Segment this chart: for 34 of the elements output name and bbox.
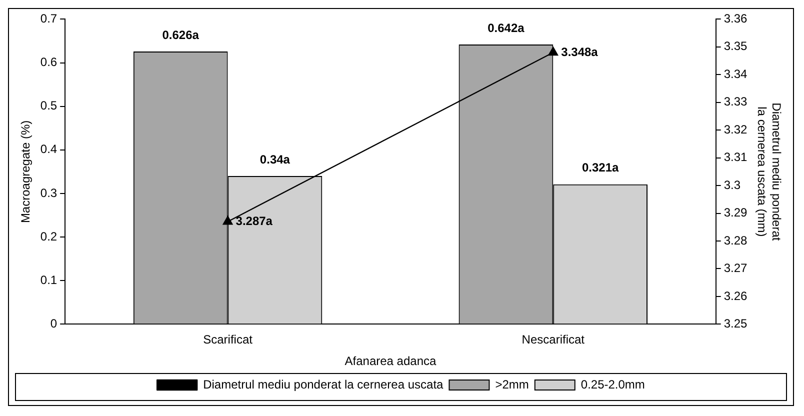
legend-label: >2mm <box>495 377 529 392</box>
y2-axis-title: Diametrul mediu ponderat la cernerea uscata (mm) <box>755 102 784 242</box>
y-tick-label: 0.3 <box>40 186 58 200</box>
y-axis-title: Macroagregate (%) <box>18 120 33 224</box>
y-tick-label: 0.7 <box>40 12 58 26</box>
y2-tick-label: 3.36 <box>724 12 748 26</box>
data-label: 0.321a <box>582 160 620 175</box>
y-tick-label: 0.1 <box>40 272 58 287</box>
x-tick-label: Scarificat <box>203 332 254 347</box>
y2-tick-label: 3.26 <box>724 288 748 303</box>
x-tick-label: Nescarificat <box>522 332 586 347</box>
data-label: 0.642a <box>488 20 525 35</box>
y-tick-label: 0.4 <box>40 142 58 156</box>
y-tick-label: 0.5 <box>40 98 58 113</box>
y2-tick-label: 3.27 <box>724 261 748 276</box>
y2-tick-label: 3.3 <box>724 178 741 192</box>
y2-tick-label: 3.25 <box>724 316 748 331</box>
y2-tick-label: 3.32 <box>724 122 748 136</box>
y2-tick-label: 3.31 <box>724 150 748 164</box>
y2-tick-label: 3.28 <box>724 233 748 248</box>
y2-tick-label: 3.33 <box>724 94 748 109</box>
y2-tick-label: 3.34 <box>724 66 748 81</box>
data-label: 0.626a <box>162 28 200 42</box>
y2-tick-label: 3.29 <box>724 206 748 220</box>
legend-label: 0.25-2.0mm <box>580 377 645 392</box>
y2-tick-label: 3.35 <box>724 39 748 54</box>
legend-label: Diametrul mediu ponderat la cernerea uscata <box>203 377 444 392</box>
x-axis-title: Afanarea adanca <box>344 354 436 368</box>
y-tick-label: 0 <box>50 316 58 331</box>
y-tick-label: 0.6 <box>40 55 58 70</box>
data-label: 0.34a <box>260 152 290 166</box>
y-tick-label: 0.2 <box>40 229 58 244</box>
data-label: 3.287a <box>236 214 273 228</box>
data-label: 3.348a <box>561 44 598 59</box>
